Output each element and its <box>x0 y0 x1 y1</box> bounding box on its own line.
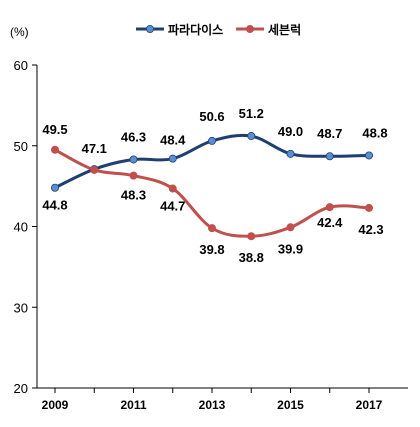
data-point <box>247 132 256 141</box>
data-point <box>51 183 60 192</box>
x-tick-label: 2017 <box>356 398 383 412</box>
data-label: 42.3 <box>358 222 383 237</box>
y-tick-label: 20 <box>14 381 28 396</box>
legend-marker-2 <box>245 24 254 33</box>
data-label: 51.2 <box>239 106 264 121</box>
data-point <box>168 184 177 193</box>
data-label: 39.9 <box>278 241 303 256</box>
y-tick-label: 30 <box>14 300 28 315</box>
data-point <box>364 203 373 212</box>
legend-label-2: 세븐럭 <box>268 22 301 37</box>
data-label: 44.7 <box>160 199 185 214</box>
data-point <box>207 224 216 233</box>
data-point <box>90 165 99 174</box>
data-label: 47.1 <box>82 141 107 156</box>
x-tick-label: 2013 <box>199 398 226 412</box>
y-tick-label: 50 <box>14 139 28 154</box>
legend: 파라다이스 세븐럭 <box>136 22 301 37</box>
data-label: 38.8 <box>239 250 264 265</box>
axes: 20 30 40 50 60 2009 2011 2013 2015 2017 <box>14 58 408 412</box>
data-point <box>286 149 295 158</box>
data-label: 49.5 <box>42 122 67 137</box>
data-label: 49.0 <box>278 124 303 139</box>
data-label: 50.6 <box>199 109 224 124</box>
data-labels: 44.8 47.1 46.3 48.4 50.6 51.2 49.0 48.7 48.8 49.5… <box>42 106 387 265</box>
x-tick-label: 2015 <box>277 398 304 412</box>
y-tick-label: 60 <box>14 58 28 73</box>
data-point <box>207 136 216 145</box>
data-point <box>129 171 138 180</box>
data-label: 48.4 <box>160 133 186 148</box>
data-point <box>51 145 60 154</box>
data-label: 48.3 <box>121 188 146 203</box>
data-label: 44.8 <box>42 198 67 213</box>
series-markers <box>51 132 373 241</box>
data-label: 48.8 <box>362 125 387 140</box>
data-point <box>286 223 295 232</box>
unit-label: (%) <box>10 25 29 39</box>
legend-marker-1 <box>145 24 154 33</box>
data-point <box>364 151 373 160</box>
data-label: 48.7 <box>317 126 342 141</box>
data-label: 42.4 <box>317 215 343 230</box>
y-tick-label: 40 <box>14 220 28 235</box>
legend-label-1: 파라다이스 <box>168 22 223 37</box>
x-tick-label: 2011 <box>120 398 146 412</box>
data-point <box>129 155 138 164</box>
x-tick-label: 2009 <box>42 398 69 412</box>
data-point <box>325 152 334 161</box>
data-point <box>325 203 334 212</box>
data-point <box>168 154 177 163</box>
data-point <box>247 232 256 241</box>
data-label: 46.3 <box>121 129 146 144</box>
data-label: 39.8 <box>199 242 224 257</box>
